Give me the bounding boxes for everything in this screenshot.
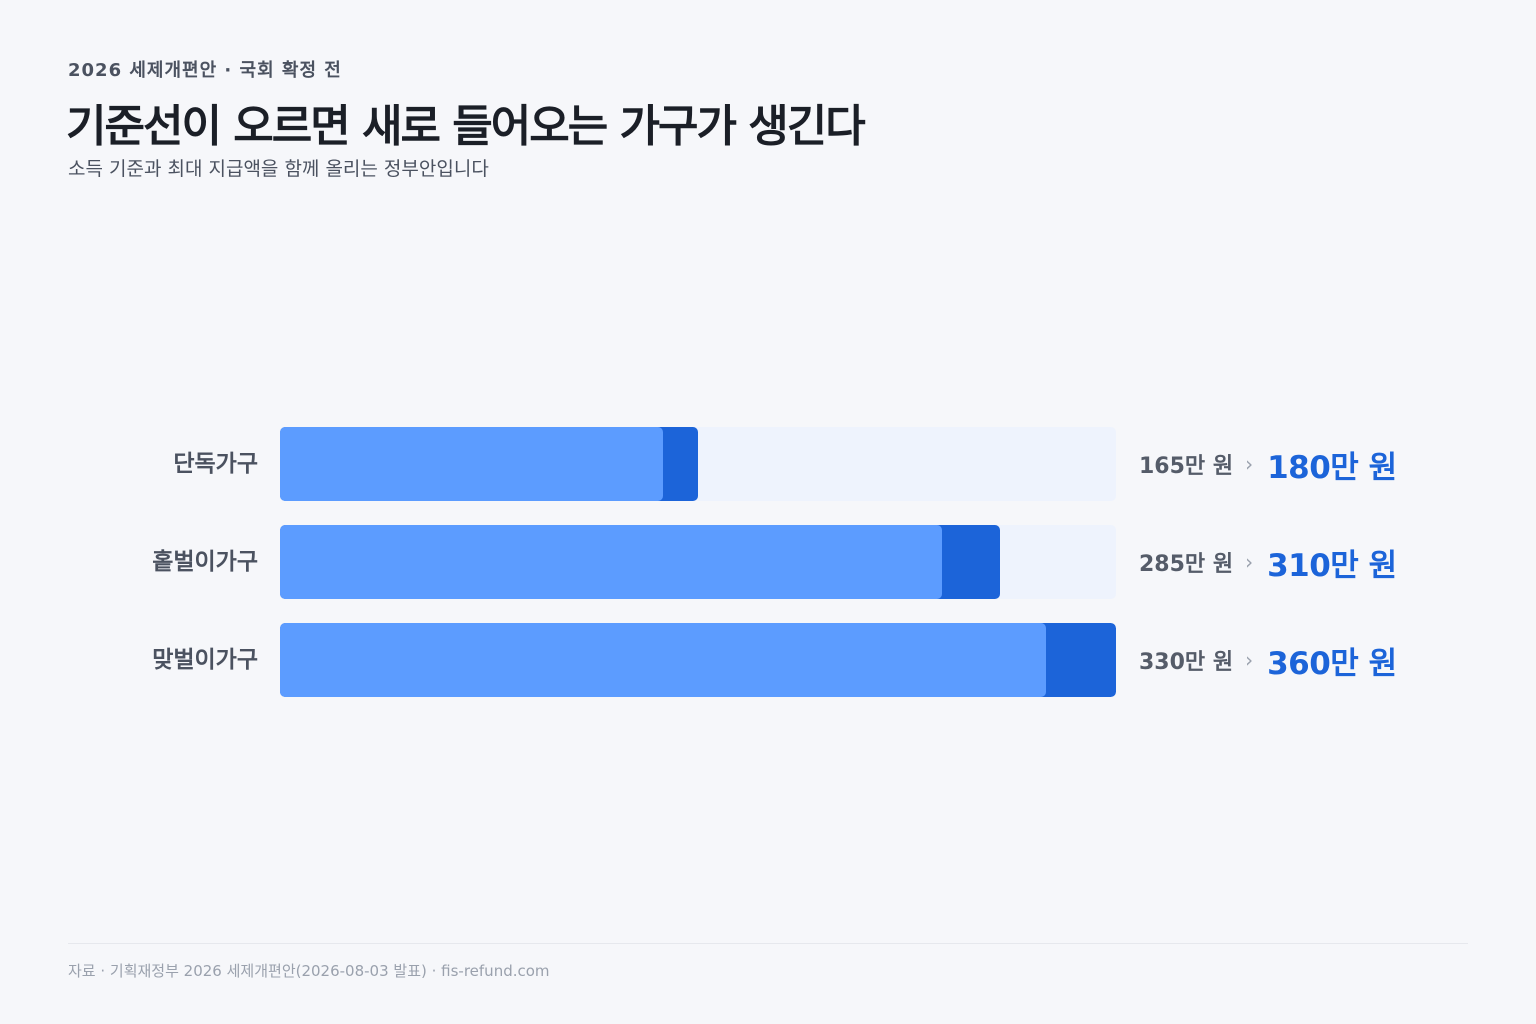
bar-track: [280, 427, 1116, 501]
value-labels: 285만 원 › 310만 원: [1139, 525, 1397, 599]
chevron-right-icon: ›: [1245, 550, 1254, 574]
value-labels: 330만 원 › 360만 원: [1139, 623, 1397, 697]
bar-old-threshold: [280, 427, 664, 501]
bar-old-threshold: [280, 623, 1047, 697]
new-value-label: 310만 원: [1267, 547, 1397, 584]
chevron-right-icon: ›: [1245, 452, 1254, 476]
footer-divider: [68, 943, 1468, 944]
bar-row: 맞벌이가구 330만 원 › 360만 원: [0, 623, 1536, 697]
eyebrow: 2026 세제개편안 · 국회 확정 전: [68, 60, 342, 81]
source-note: 자료 · 기획재정부 2026 세제개편안(2026-08-03 발표) · f…: [68, 962, 550, 980]
category-label: 단독가구: [173, 451, 258, 477]
page-title: 기준선이 오르면 새로 들어오는 가구가 생긴다: [66, 101, 866, 152]
bar-track: [280, 623, 1116, 697]
page-subtitle: 소득 기준과 최대 지급액을 함께 올리는 정부안입니다: [68, 158, 489, 180]
new-value-label: 180만 원: [1267, 449, 1397, 486]
new-value-label: 360만 원: [1267, 645, 1397, 682]
value-labels: 165만 원 › 180만 원: [1139, 427, 1397, 501]
old-value-label: 285만 원: [1139, 552, 1234, 577]
old-value-label: 330만 원: [1139, 650, 1234, 675]
bar-track: [280, 525, 1116, 599]
bar-row: 단독가구 165만 원 › 180만 원: [0, 427, 1536, 501]
bar-row: 홑벌이가구 285만 원 › 310만 원: [0, 525, 1536, 599]
bar-old-threshold: [280, 525, 942, 599]
category-label: 맞벌이가구: [152, 647, 258, 673]
chevron-right-icon: ›: [1245, 648, 1254, 672]
category-label: 홑벌이가구: [152, 549, 258, 575]
old-value-label: 165만 원: [1139, 454, 1234, 479]
